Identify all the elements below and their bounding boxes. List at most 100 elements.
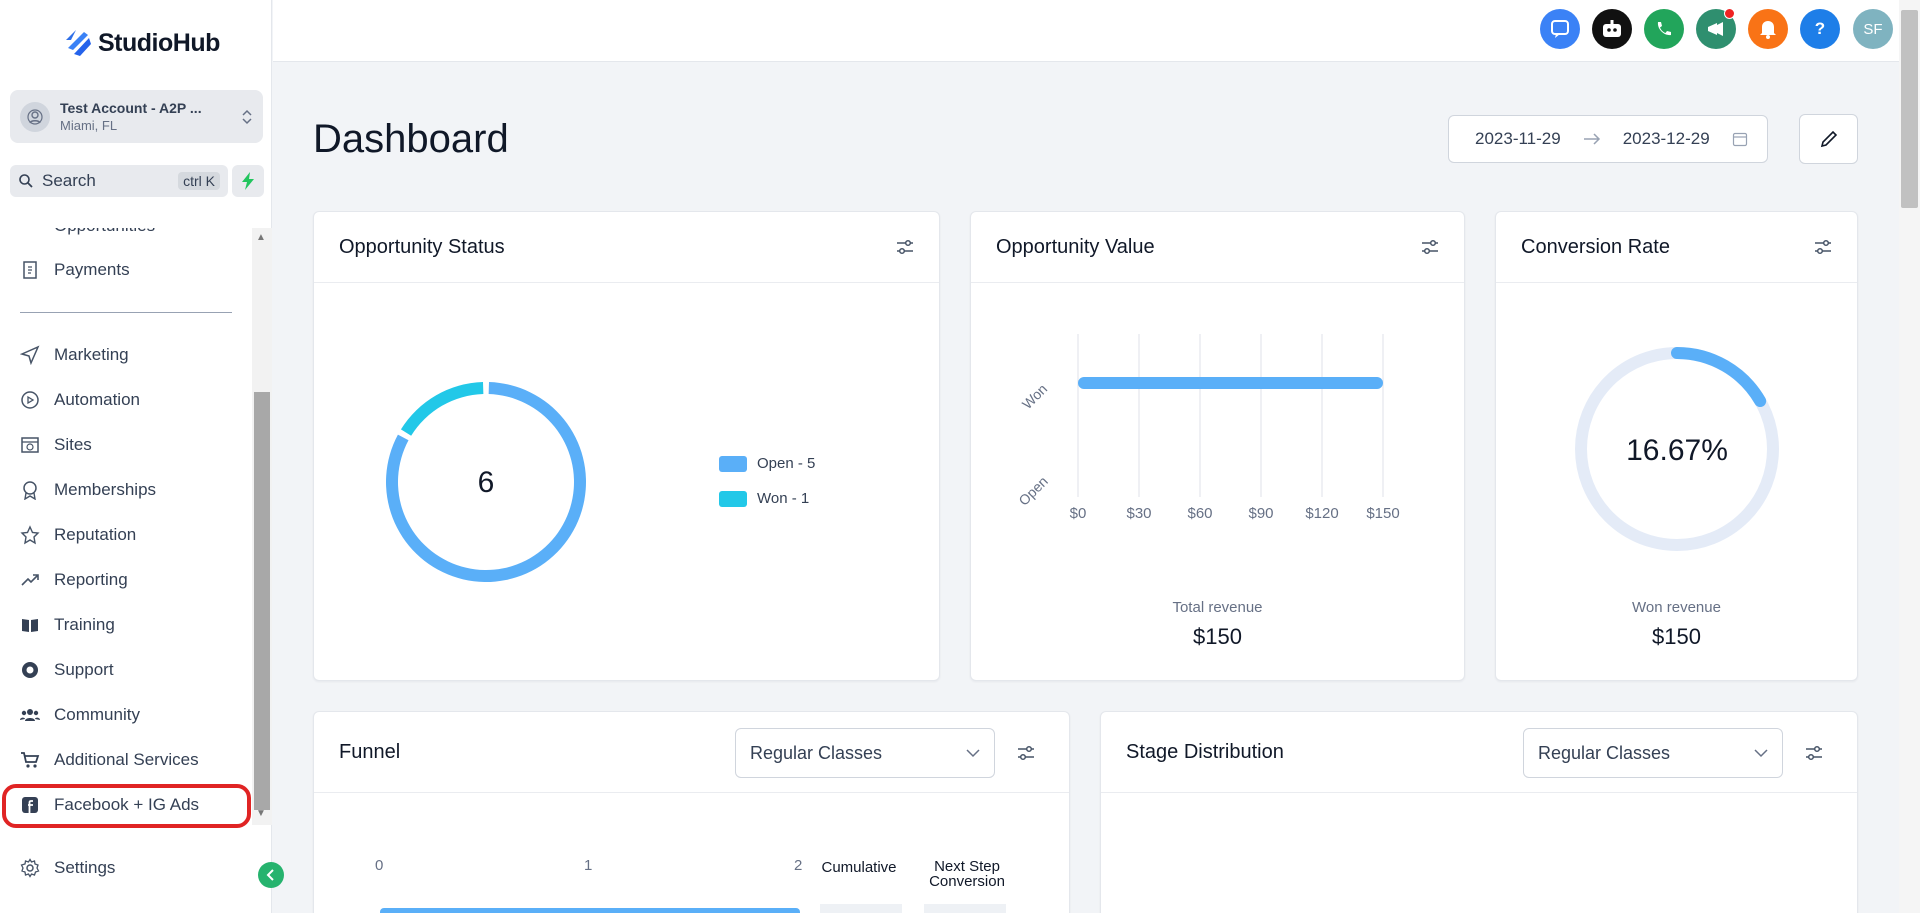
x-tick-label: $150 xyxy=(1366,505,1399,522)
receipt-icon xyxy=(23,261,37,279)
account-avatar xyxy=(20,101,50,132)
sidebar-item-marketing[interactable]: Marketing xyxy=(20,340,129,370)
funnel-tick-1: 1 xyxy=(584,857,593,874)
stage-pipeline-select[interactable]: Regular Classes xyxy=(1523,728,1783,778)
help-button[interactable]: ? xyxy=(1800,9,1840,49)
bar-won[interactable] xyxy=(1078,377,1383,389)
chevron-left-icon xyxy=(266,869,274,881)
search-icon xyxy=(19,174,33,188)
edit-dashboard-button[interactable] xyxy=(1799,114,1858,164)
phone-button[interactable] xyxy=(1644,9,1684,49)
y-tick-label-won: Won xyxy=(1019,381,1050,412)
account-switcher[interactable]: Test Account - A2P ... Miami, FL xyxy=(10,90,263,143)
gear-icon xyxy=(20,858,40,878)
calendar-icon xyxy=(1732,132,1747,147)
sidebar-item-sites[interactable]: Sites xyxy=(20,430,92,460)
globe-box-icon xyxy=(21,437,39,453)
conversion-rate-card: Conversion Rate 16.67% Won revenue $150 xyxy=(1495,211,1858,681)
sidebar-item-opportunities[interactable]: Opportunities xyxy=(54,228,155,236)
card-header: Stage Distribution xyxy=(1101,712,1857,793)
account-location: Miami, FL xyxy=(60,118,118,133)
legend-item-open[interactable]: Open - 5 xyxy=(719,455,815,472)
sidebar: StudioHub Test Account - A2P ... Miami, … xyxy=(0,0,284,913)
play-circle-icon xyxy=(21,391,39,409)
scroll-up-arrow-icon[interactable]: ▲ xyxy=(256,232,266,243)
chat-button[interactable] xyxy=(1540,9,1580,49)
filter-settings-icon[interactable] xyxy=(1017,745,1035,761)
sidebar-item-reputation[interactable]: Reputation xyxy=(20,520,136,550)
filter-settings-icon[interactable] xyxy=(896,239,914,255)
chart-gridlines xyxy=(1077,334,1384,497)
chevron-updown-icon xyxy=(242,109,252,124)
page-title: Dashboard xyxy=(313,117,509,161)
card-title: Funnel xyxy=(339,740,401,763)
search-box[interactable]: Search ctrl K xyxy=(10,165,228,197)
opportunity-value-card: Opportunity Value $0 $30 $60 $90 $120 $150 Wo… xyxy=(970,211,1465,681)
sidebar-item-additional-services[interactable]: Additional Services xyxy=(20,745,199,775)
notifications-button[interactable] xyxy=(1748,9,1788,49)
page-scroll-thumb[interactable] xyxy=(1901,10,1918,208)
phone-icon xyxy=(1657,22,1671,36)
start-date: 2023-11-29 xyxy=(1475,129,1561,148)
donut-slice-won[interactable] xyxy=(400,382,484,436)
sidebar-item-payments[interactable]: Payments xyxy=(20,255,130,285)
announcements-button[interactable] xyxy=(1696,8,1736,49)
funnel-pipeline-select[interactable]: Regular Classes xyxy=(735,728,995,778)
sidebar-item-reporting[interactable]: Reporting xyxy=(20,565,128,595)
card-header: Opportunity Status xyxy=(314,212,939,283)
studiohub-logo-icon xyxy=(66,30,91,56)
nav-divider xyxy=(20,312,232,313)
ai-bot-button[interactable] xyxy=(1592,9,1632,49)
date-range-picker[interactable]: 2023-11-29 2023-12-29 xyxy=(1448,115,1768,163)
sidebar-item-support[interactable]: Support xyxy=(20,655,114,685)
funnel-tick-0: 0 xyxy=(375,857,384,874)
users-icon xyxy=(20,709,40,721)
opportunity-value-bar-chart: $0 $30 $60 $90 $120 $150 Won Open xyxy=(1015,334,1400,522)
funnel-cumulative-shape xyxy=(820,904,902,913)
filter-settings-icon[interactable] xyxy=(1814,239,1832,255)
funnel-tick-2: 2 xyxy=(794,857,803,874)
collapse-sidebar-button[interactable] xyxy=(258,862,284,888)
funnel-next-step-header: Next Step Conversion xyxy=(929,858,1005,890)
x-tick-label: $30 xyxy=(1126,505,1151,522)
conversion-rate-gauge: 16.67% xyxy=(1575,347,1779,551)
gauge-value-arc[interactable] xyxy=(1671,347,1767,408)
sidebar-nav: Opportunities Payments Marketing Automat… xyxy=(0,228,252,825)
quick-actions-button[interactable] xyxy=(232,165,264,197)
x-tick-label: $0 xyxy=(1070,505,1087,522)
chart-x-ticks: $0 $30 $60 $90 $120 $150 xyxy=(1070,505,1400,522)
funnel-bar[interactable] xyxy=(380,908,800,913)
sidebar-item-memberships[interactable]: Memberships xyxy=(20,475,156,505)
card-title: Opportunity Status xyxy=(339,235,505,258)
sidebar-scroll-thumb[interactable] xyxy=(254,392,270,810)
donut-center-value: 6 xyxy=(478,466,495,499)
won-revenue-value: $150 xyxy=(1652,624,1701,649)
scroll-down-arrow-icon[interactable]: ▼ xyxy=(256,808,266,819)
search-shortcut: ctrl K xyxy=(178,172,220,190)
sidebar-item-settings[interactable]: Settings xyxy=(20,858,115,878)
card-header: Conversion Rate xyxy=(1496,212,1857,283)
brand-logo[interactable]: StudioHub xyxy=(64,28,220,58)
card-title: Conversion Rate xyxy=(1521,235,1670,258)
page-scrollbar[interactable] xyxy=(1899,0,1920,913)
legend-item-won[interactable]: Won - 1 xyxy=(719,490,809,507)
sidebar-item-training[interactable]: Training xyxy=(20,610,115,640)
megaphone-icon xyxy=(1708,22,1723,36)
card-title: Stage Distribution xyxy=(1126,740,1284,763)
funnel-card: Funnel Regular Classes 0 1 2 Cumulative … xyxy=(313,711,1070,913)
sidebar-item-automation[interactable]: Automation xyxy=(20,385,140,415)
user-avatar[interactable]: SF xyxy=(1853,9,1893,49)
trend-icon xyxy=(21,574,39,586)
sidebar-item-facebook-ig-ads[interactable]: Facebook + IG Ads xyxy=(20,790,199,820)
help-icon: ? xyxy=(1814,19,1826,38)
star-icon xyxy=(20,525,40,545)
x-tick-label: $120 xyxy=(1305,505,1338,522)
filter-settings-icon[interactable] xyxy=(1805,745,1823,761)
legend-swatch xyxy=(719,455,747,472)
send-icon xyxy=(20,345,40,365)
sidebar-item-community[interactable]: Community xyxy=(20,700,140,730)
total-revenue-value: $150 xyxy=(1193,624,1242,649)
won-revenue-label: Won revenue xyxy=(1632,599,1721,616)
brand-name: StudioHub xyxy=(98,28,220,57)
filter-settings-icon[interactable] xyxy=(1421,239,1439,255)
